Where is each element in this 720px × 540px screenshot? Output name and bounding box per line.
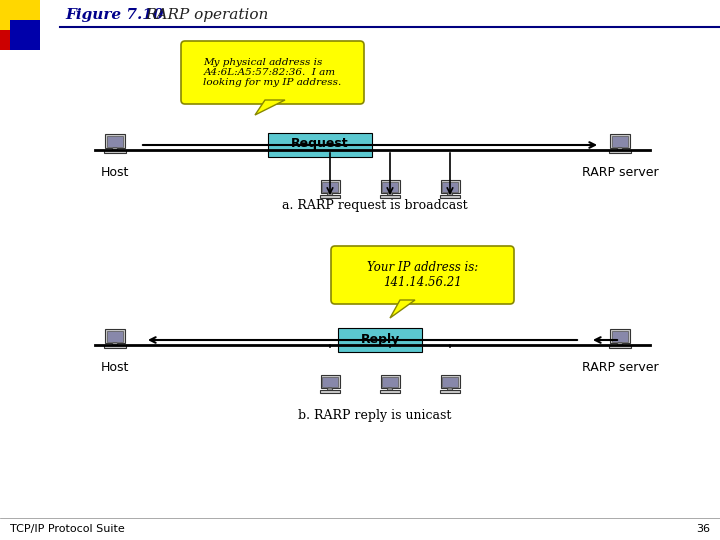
- FancyBboxPatch shape: [382, 377, 397, 387]
- FancyBboxPatch shape: [323, 377, 338, 387]
- Polygon shape: [112, 343, 118, 345]
- FancyBboxPatch shape: [380, 180, 400, 193]
- Text: b. RARP reply is unicast: b. RARP reply is unicast: [298, 408, 451, 422]
- FancyBboxPatch shape: [610, 134, 630, 148]
- Text: RARP operation: RARP operation: [145, 8, 269, 22]
- Text: Host: Host: [101, 166, 129, 179]
- FancyBboxPatch shape: [0, 0, 40, 30]
- FancyBboxPatch shape: [338, 328, 422, 352]
- Text: TCP/IP Protocol Suite: TCP/IP Protocol Suite: [10, 524, 125, 534]
- FancyBboxPatch shape: [323, 181, 338, 192]
- Text: Request: Request: [291, 138, 348, 151]
- FancyBboxPatch shape: [105, 329, 125, 343]
- FancyBboxPatch shape: [320, 375, 340, 388]
- Text: 36: 36: [696, 524, 710, 534]
- FancyBboxPatch shape: [10, 20, 40, 50]
- FancyBboxPatch shape: [107, 136, 123, 147]
- FancyBboxPatch shape: [181, 41, 364, 104]
- Text: My physical address is
A4:6L:A5:57:82:36.  I am
looking for my IP address.: My physical address is A4:6L:A5:57:82:36…: [203, 58, 341, 87]
- FancyBboxPatch shape: [612, 331, 628, 342]
- Text: a. RARP request is broadcast: a. RARP request is broadcast: [282, 199, 468, 212]
- Text: RARP server: RARP server: [582, 166, 658, 179]
- FancyBboxPatch shape: [107, 331, 123, 342]
- Polygon shape: [327, 193, 333, 195]
- FancyBboxPatch shape: [442, 181, 458, 192]
- FancyBboxPatch shape: [105, 134, 125, 148]
- Text: RARP server: RARP server: [582, 361, 658, 374]
- Polygon shape: [255, 100, 285, 115]
- FancyBboxPatch shape: [0, 30, 20, 50]
- FancyBboxPatch shape: [612, 136, 628, 147]
- Polygon shape: [447, 388, 453, 390]
- Text: Host: Host: [101, 361, 129, 374]
- FancyBboxPatch shape: [379, 195, 400, 198]
- Polygon shape: [447, 193, 453, 195]
- Polygon shape: [617, 148, 623, 150]
- FancyBboxPatch shape: [331, 246, 514, 304]
- FancyBboxPatch shape: [104, 345, 126, 348]
- Polygon shape: [390, 300, 415, 318]
- Polygon shape: [387, 193, 393, 195]
- FancyBboxPatch shape: [442, 377, 458, 387]
- FancyBboxPatch shape: [610, 329, 630, 343]
- FancyBboxPatch shape: [441, 180, 459, 193]
- FancyBboxPatch shape: [441, 375, 459, 388]
- Text: Reply: Reply: [361, 333, 400, 346]
- Polygon shape: [387, 388, 393, 390]
- Polygon shape: [112, 148, 118, 150]
- FancyBboxPatch shape: [320, 390, 341, 393]
- FancyBboxPatch shape: [380, 375, 400, 388]
- FancyBboxPatch shape: [609, 345, 631, 348]
- FancyBboxPatch shape: [382, 181, 397, 192]
- FancyBboxPatch shape: [439, 195, 461, 198]
- FancyBboxPatch shape: [439, 390, 461, 393]
- FancyBboxPatch shape: [268, 133, 372, 157]
- Polygon shape: [327, 388, 333, 390]
- FancyBboxPatch shape: [379, 390, 400, 393]
- FancyBboxPatch shape: [609, 150, 631, 153]
- FancyBboxPatch shape: [320, 180, 340, 193]
- Polygon shape: [617, 343, 623, 345]
- Text: Figure 7.10: Figure 7.10: [65, 8, 163, 22]
- FancyBboxPatch shape: [104, 150, 126, 153]
- FancyBboxPatch shape: [320, 195, 341, 198]
- Text: Your IP address is:
141.14.56.21: Your IP address is: 141.14.56.21: [367, 261, 478, 289]
